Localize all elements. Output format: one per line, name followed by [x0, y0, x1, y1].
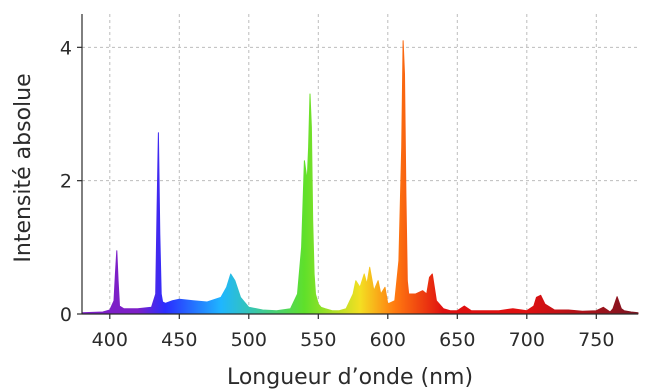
y-axis-title: Intensité absolue [11, 73, 36, 262]
tick-labels: 400 450 500 550 600 650 700 750 0 2 4 [60, 37, 615, 351]
x-tick-label: 750 [578, 329, 614, 351]
plot-area [81, 40, 639, 315]
y-tick-label: 0 [60, 304, 72, 326]
spectrum-area-0 [81, 40, 639, 315]
x-tick-label: 550 [300, 329, 336, 351]
grid [82, 14, 638, 314]
y-tick-label: 4 [60, 37, 72, 59]
x-tick-label: 400 [92, 329, 128, 351]
x-tick-label: 650 [439, 329, 475, 351]
axes [81, 14, 638, 315]
x-tick-label: 500 [231, 329, 267, 351]
x-tick-label: 600 [370, 329, 406, 351]
x-tick-label: 700 [509, 329, 545, 351]
x-axis-title: Longueur d’onde (nm) [227, 365, 473, 390]
x-tick-label: 450 [161, 329, 197, 351]
y-tick-label: 2 [60, 171, 72, 193]
